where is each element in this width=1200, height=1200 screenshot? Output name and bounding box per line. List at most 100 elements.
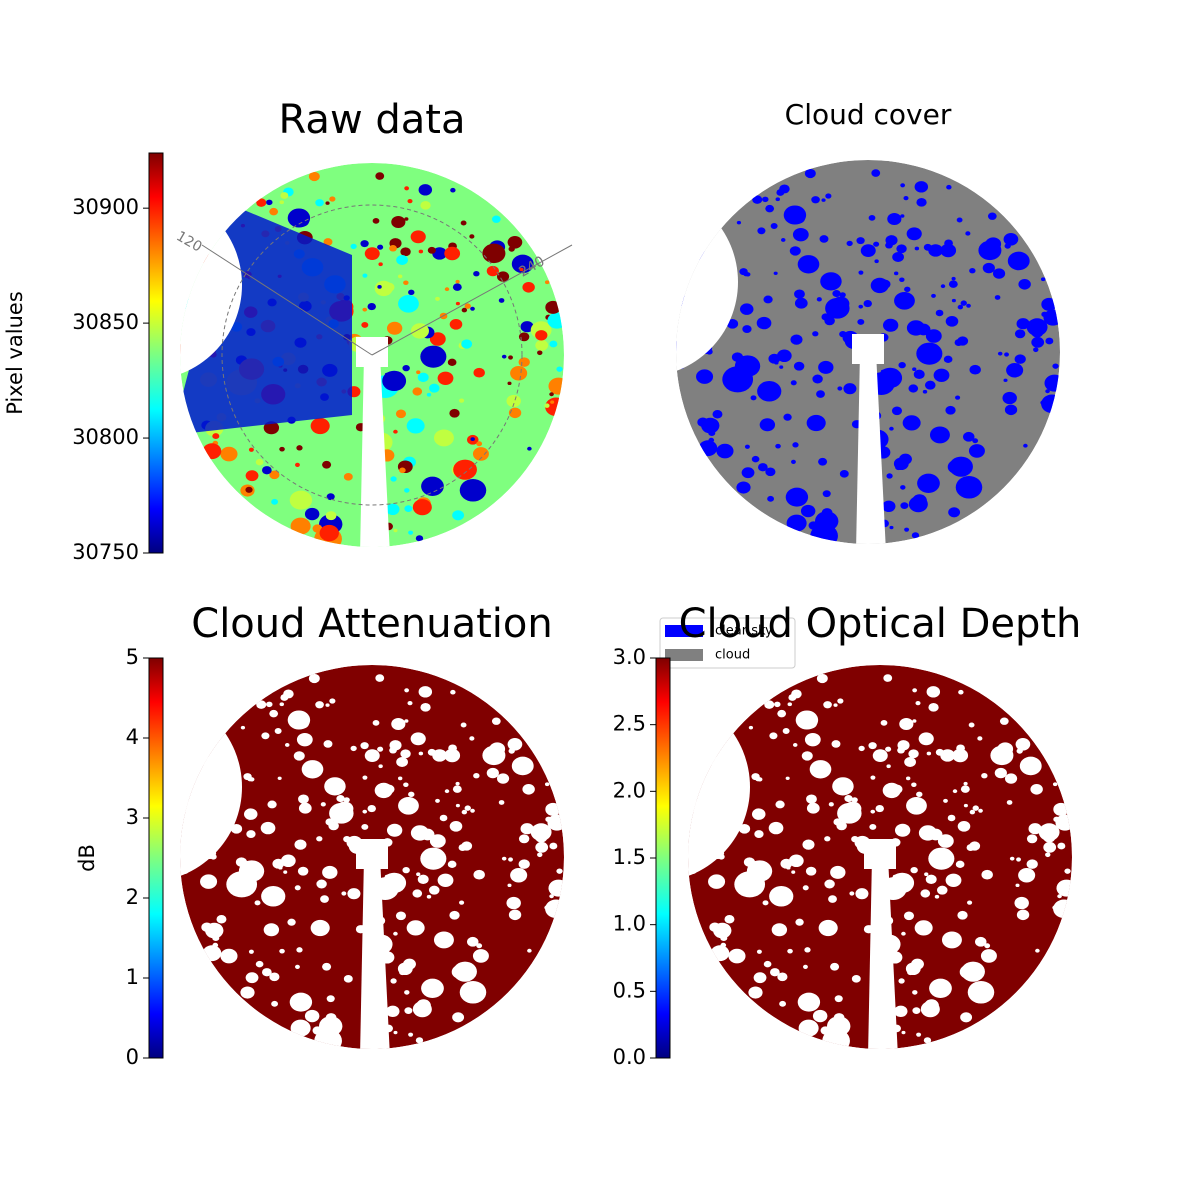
image-blob: [246, 830, 256, 838]
image-blob: [712, 410, 723, 419]
image-blob: [295, 717, 310, 729]
image-blob: [377, 786, 382, 791]
image-blob: [858, 304, 864, 309]
image-blob: [408, 791, 415, 798]
image-blob: [544, 782, 550, 787]
image-blob: [393, 931, 398, 936]
image-blob: [837, 802, 862, 824]
image-blob: [728, 948, 746, 964]
image-blob: [347, 888, 361, 900]
image-blob: [1049, 312, 1055, 318]
image-blob: [821, 508, 833, 518]
image-blob: [987, 212, 997, 220]
image-blob: [255, 960, 264, 968]
image-blob: [261, 885, 286, 907]
image-blob: [990, 745, 1014, 766]
image-blob: [459, 398, 465, 403]
colorbar-tick-label: 30900: [72, 195, 139, 219]
image-blob: [857, 318, 865, 325]
image-blob: [271, 498, 279, 505]
image-blob: [473, 772, 480, 779]
image-blob: [308, 171, 320, 182]
image-blob: [212, 433, 220, 440]
image-blob: [775, 443, 781, 449]
image-blob: [550, 400, 555, 404]
image-blob: [200, 874, 218, 889]
image-blob: [398, 294, 419, 313]
image-blob: [518, 859, 530, 869]
image-blob: [336, 795, 345, 803]
image-blob: [410, 825, 429, 841]
image-blob: [245, 470, 259, 482]
image-blob: [444, 246, 461, 261]
image-blob: [243, 773, 252, 781]
polar-ring: [221, 204, 523, 506]
image-blob: [797, 255, 820, 274]
image-blob: [470, 939, 475, 944]
image-blob: [880, 719, 888, 726]
image-blob: [293, 751, 305, 761]
image-blob: [271, 1000, 279, 1007]
image-blob: [361, 823, 369, 830]
image-blob: [1043, 309, 1060, 326]
image-blob: [791, 870, 796, 874]
image-blob: [1014, 329, 1026, 339]
image-blob: [957, 820, 971, 832]
image-blob: [450, 689, 456, 695]
image-blob: [496, 773, 510, 784]
image-blob: [216, 915, 227, 924]
image-blob: [833, 1013, 845, 1023]
image-blob: [753, 988, 761, 995]
image-blob: [792, 227, 809, 242]
image-blob: [899, 277, 905, 283]
image-body: [180, 163, 564, 547]
image-blob: [1064, 868, 1071, 874]
image-blob: [396, 255, 408, 266]
colorbar-tick-label: 30850: [72, 310, 139, 334]
image-blob: [832, 777, 854, 796]
image-blob: [798, 1019, 819, 1037]
image-blob: [520, 823, 534, 835]
image-blob: [415, 535, 424, 542]
image-blob: [486, 767, 499, 779]
image-blob: [403, 280, 409, 286]
image-blob: [916, 791, 923, 798]
image-blob: [447, 358, 457, 366]
image-blob: [407, 198, 413, 204]
image-blob: [806, 794, 817, 804]
image-blob: [836, 821, 847, 831]
polar-spoke: [371, 244, 573, 356]
legend-swatch: [665, 625, 703, 637]
image-blob: [889, 525, 894, 530]
image-blob: [948, 507, 961, 518]
image-blob: [892, 252, 904, 263]
image-blob: [1043, 841, 1057, 853]
gap: [356, 839, 388, 869]
image-blob: [220, 446, 238, 462]
image-blob: [893, 271, 899, 276]
image-blob: [984, 943, 991, 949]
image-blob: [937, 834, 954, 848]
image-blob: [1045, 337, 1054, 345]
image-blob: [757, 380, 782, 402]
image-blob: [809, 760, 832, 779]
image-blob: [1045, 389, 1050, 394]
image-blob: [868, 742, 877, 750]
image-blob: [940, 749, 955, 762]
image-blob: [329, 196, 336, 202]
image-blob: [1057, 894, 1062, 899]
image-blob: [878, 367, 903, 389]
image-blob: [220, 948, 238, 964]
image-blob: [825, 297, 850, 319]
image-blob: [426, 392, 432, 397]
image-blob: [935, 309, 944, 317]
image-blob: [461, 809, 468, 815]
image-blob: [977, 736, 983, 741]
image-blob: [295, 215, 310, 227]
image-blob: [449, 820, 463, 832]
image-blob: [429, 834, 446, 848]
image-blob: [823, 701, 832, 709]
image-blob: [874, 259, 879, 264]
image-blob: [320, 802, 326, 807]
image-blob: [923, 243, 932, 251]
